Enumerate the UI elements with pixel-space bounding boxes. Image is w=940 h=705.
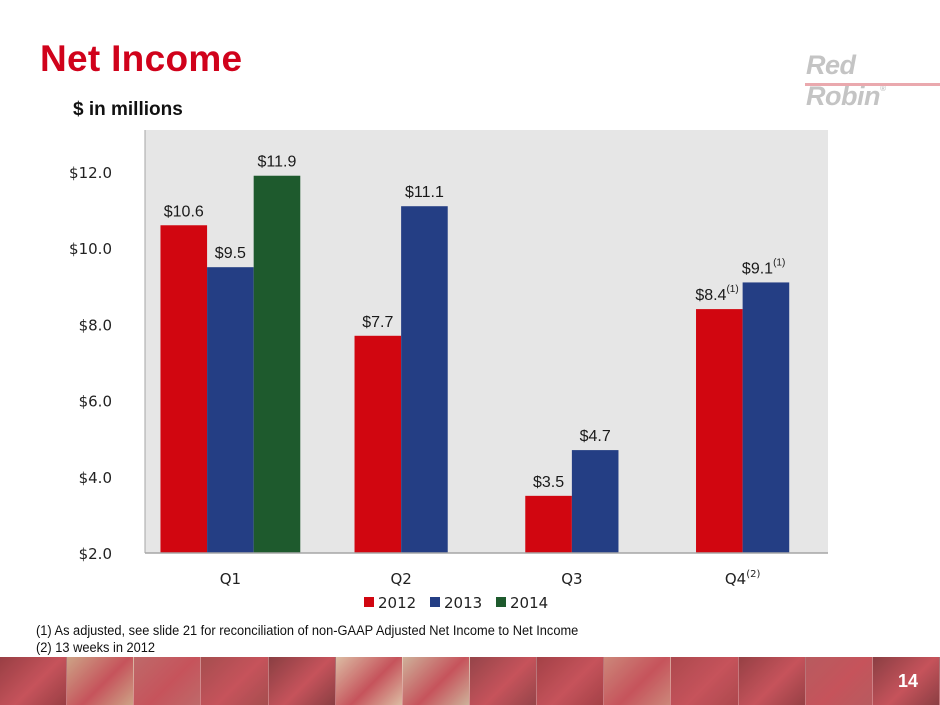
data-label: $7.7: [362, 314, 393, 331]
photo-tile: [469, 657, 538, 705]
data-label: $10.6: [164, 203, 204, 220]
legend-swatch-2014: [496, 597, 506, 607]
bar-2012-Q3: [525, 495, 572, 553]
photo-tile: [201, 657, 269, 705]
bar-2012-Q1: [160, 225, 208, 553]
photo-tile: [738, 657, 806, 705]
bar-2013-Q2: [401, 206, 448, 553]
page-number: 14: [898, 671, 919, 691]
x-tick-label: Q1: [220, 570, 241, 588]
photo-tile: [0, 657, 68, 705]
bar-2013-Q4: [742, 282, 790, 553]
slide-title: Net Income: [40, 38, 243, 79]
data-label: $3.5: [533, 474, 564, 491]
footnote-1: (1) As adjusted, see slide 21 for reconc…: [36, 623, 579, 638]
data-label: $4.7: [580, 428, 611, 445]
legend-label-2012: 2012: [378, 594, 416, 612]
red-robin-logo: Red Robin®: [806, 50, 940, 112]
chart-subtitle: $ in millions: [73, 99, 183, 120]
bar-2014-Q1: [253, 175, 301, 553]
data-label: $11.1: [405, 184, 444, 201]
net-income-chart: $2.0 $4.0 $6.0 $8.0 $10.0 $12.0 $10.6 $9.5 $11.9…: [69, 130, 828, 612]
photo-tile: [872, 657, 940, 705]
photo-tile: [671, 657, 739, 705]
footnotes: (1) As adjusted, see slide 21 for reconc…: [36, 622, 607, 656]
y-tick-label: $4.0: [79, 469, 112, 487]
x-tick-footnote: (2): [746, 569, 760, 580]
y-tick-label: $2.0: [79, 545, 112, 563]
footnote-2: (2) 13 weeks in 2012: [36, 640, 156, 655]
photo-tile: [67, 657, 135, 705]
y-tick-label: $6.0: [79, 393, 112, 411]
photo-tile: [335, 657, 403, 705]
photo-tile: [537, 657, 605, 705]
data-label-footnote: (1): [773, 257, 785, 268]
logo-text: Red Robin: [806, 50, 880, 111]
x-tick-label: Q3: [561, 570, 582, 588]
registered-mark: ®: [879, 84, 886, 93]
bar-2012-Q2: [354, 335, 402, 553]
y-tick-label: $10.0: [69, 240, 112, 258]
logo-underline: [805, 83, 940, 86]
data-label: $11.9: [258, 154, 297, 171]
data-label: $9.5: [215, 245, 246, 262]
photo-tile: [604, 657, 672, 705]
photo-tile: [805, 657, 873, 705]
photo-tile: [402, 657, 470, 705]
y-tick-label: $12.0: [69, 164, 112, 182]
photo-tile: [268, 657, 336, 705]
x-tick-label: Q2: [390, 570, 411, 588]
restaurant-photo-strip: [0, 657, 940, 705]
bar-2013-Q1: [207, 267, 254, 553]
photo-tile: [134, 657, 202, 705]
bar-2012-Q4: [696, 309, 743, 553]
legend-swatch-2012: [364, 597, 374, 607]
legend-label-2013: 2013: [444, 594, 482, 612]
legend-swatch-2013: [430, 597, 440, 607]
data-label-footnote: (1): [726, 284, 738, 295]
legend-label-2014: 2014: [510, 594, 548, 612]
x-tick-label: Q4(2): [725, 569, 761, 588]
y-tick-label: $8.0: [79, 316, 112, 334]
bar-2013-Q3: [571, 450, 619, 553]
